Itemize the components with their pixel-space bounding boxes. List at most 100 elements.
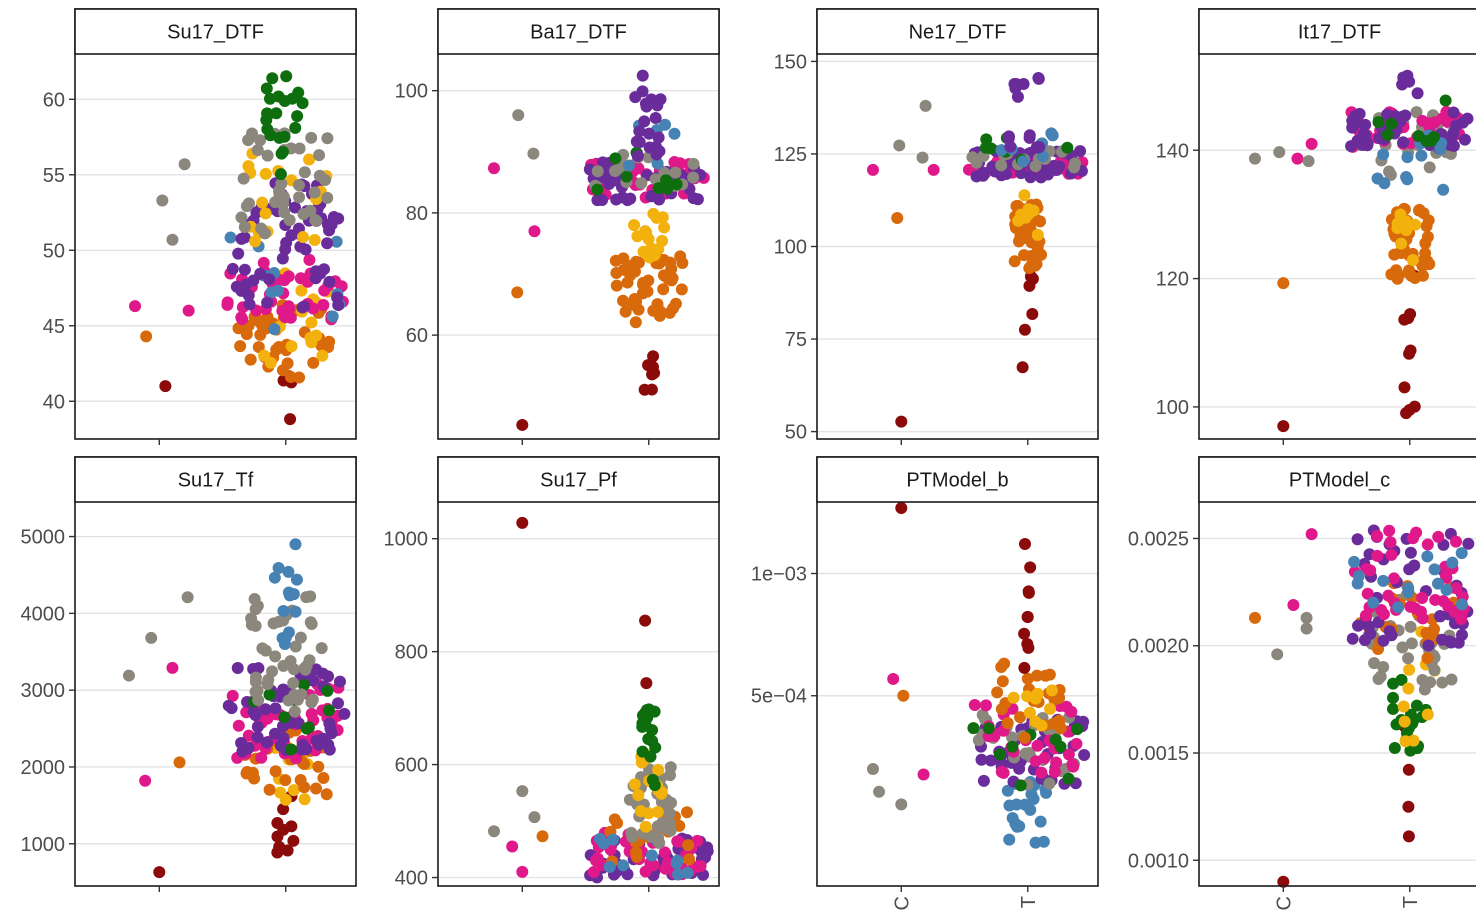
treatment-point — [1384, 536, 1397, 549]
treatment-point — [636, 709, 649, 722]
treatment-point — [1031, 241, 1044, 254]
y-tick-label: 800 — [395, 642, 428, 664]
y-tick-label: 50 — [785, 422, 807, 444]
panel-border — [1198, 8, 1476, 440]
y-tick-label: 1000 — [384, 529, 429, 551]
treatment-point — [687, 157, 700, 170]
y-tick-label: 60 — [43, 89, 65, 111]
treatment-point — [279, 310, 292, 323]
treatment-point — [628, 219, 641, 232]
treatment-point — [1420, 626, 1433, 639]
treatment-point — [1054, 740, 1067, 753]
y-tick-label: 4000 — [21, 603, 66, 625]
treatment-point — [1024, 803, 1037, 816]
treatment-point — [262, 673, 275, 686]
treatment-point — [1415, 149, 1428, 162]
control-point — [487, 825, 500, 838]
x-tick-label: C — [891, 896, 913, 910]
y-tick-label: 2000 — [21, 757, 66, 779]
control-point — [1302, 155, 1315, 168]
treatment-point — [597, 837, 610, 850]
treatment-point — [1440, 583, 1453, 596]
treatment-point — [663, 769, 676, 782]
treatment-point — [276, 252, 289, 265]
treatment-point — [325, 727, 338, 740]
treatment-point — [657, 269, 670, 282]
treatment-point — [1003, 799, 1016, 812]
treatment-point — [264, 356, 277, 369]
treatment-point — [332, 697, 345, 710]
treatment-point — [1447, 106, 1460, 119]
facet-panel: PTModel_b 5e−04 1e−03 C T — [751, 456, 1099, 910]
control-point — [1277, 277, 1290, 290]
treatment-point — [1045, 127, 1058, 140]
treatment-point — [1428, 563, 1441, 576]
treatment-point — [1412, 130, 1425, 143]
control-point — [887, 672, 900, 685]
treatment-point — [985, 142, 998, 155]
treatment-point — [682, 839, 695, 852]
treatment-point — [313, 149, 326, 162]
treatment-point — [656, 211, 669, 224]
control-point — [122, 669, 135, 682]
treatment-point — [1035, 719, 1048, 732]
treatment-point — [1446, 556, 1459, 569]
treatment-point — [266, 72, 279, 85]
treatment-point — [285, 340, 298, 353]
y-tick-label: 125 — [774, 144, 807, 166]
control-point — [528, 225, 541, 238]
treatment-point — [674, 250, 687, 263]
treatment-point — [643, 141, 656, 154]
treatment-point — [1045, 684, 1058, 697]
treatment-point — [325, 218, 338, 231]
treatment-point — [1026, 308, 1039, 321]
treatment-point — [1409, 218, 1422, 231]
treatment-point — [259, 207, 272, 220]
control-point — [129, 300, 142, 313]
treatment-point — [1421, 708, 1434, 721]
treatment-point — [628, 778, 641, 791]
treatment-point — [1416, 269, 1429, 282]
treatment-point — [243, 298, 256, 311]
treatment-point — [284, 413, 297, 426]
treatment-point — [968, 698, 981, 711]
treatment-point — [636, 720, 649, 733]
treatment-point — [1044, 702, 1057, 715]
treatment-point — [662, 856, 675, 869]
treatment-point — [222, 699, 235, 712]
treatment-point — [226, 262, 239, 275]
treatment-point — [649, 111, 662, 124]
treatment-point — [996, 675, 1009, 688]
control-point — [153, 866, 166, 879]
treatment-point — [261, 736, 274, 749]
treatment-point — [305, 131, 318, 144]
treatment-point — [1007, 691, 1020, 704]
treatment-point — [680, 806, 693, 819]
treatment-point — [1021, 611, 1034, 624]
treatment-point — [1033, 140, 1046, 153]
treatment-point — [1440, 571, 1453, 584]
control-point — [1248, 611, 1261, 624]
y-tick-label: 0.0020 — [1128, 636, 1189, 658]
treatment-point — [255, 222, 268, 235]
treatment-point — [259, 703, 272, 716]
treatment-point — [1410, 106, 1423, 119]
control-point — [527, 147, 540, 160]
treatment-point — [313, 735, 326, 748]
treatment-point — [263, 273, 276, 286]
panel-border — [816, 456, 1099, 887]
treatment-point — [270, 343, 283, 356]
treatment-point — [1014, 711, 1027, 724]
facet-strip — [816, 456, 1099, 503]
treatment-point — [1062, 748, 1075, 761]
treatment-point — [1006, 731, 1019, 744]
treatment-point — [1372, 672, 1385, 685]
treatment-point — [633, 125, 646, 138]
treatment-point — [1013, 762, 1026, 775]
treatment-point — [1447, 139, 1460, 152]
treatment-point — [654, 305, 667, 318]
treatment-point — [1384, 168, 1397, 181]
facet-title: Ba17_DTF — [530, 22, 627, 44]
treatment-point — [1043, 777, 1056, 790]
treatment-point — [236, 745, 249, 758]
